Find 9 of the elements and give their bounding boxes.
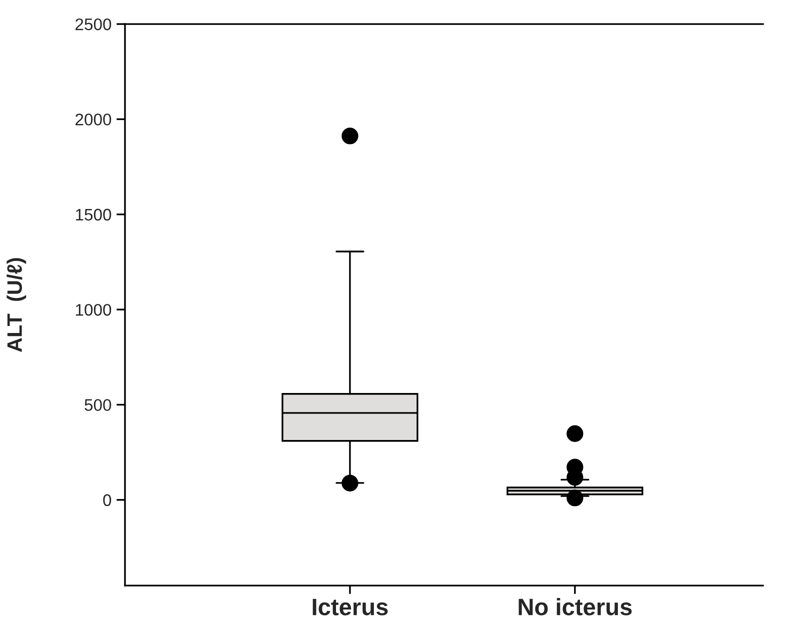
y-tick-label: 1000 (76, 304, 112, 316)
y-tick-label: 1500 (76, 208, 112, 221)
y-tick-label: 500 (84, 399, 112, 411)
x-tick-label: No icterus (518, 598, 632, 616)
y-tick-label: 2500 (76, 18, 112, 30)
y-tick-label: 2000 (76, 114, 112, 126)
x-tick-label: Icterus (312, 598, 388, 616)
y-axis-title: ALT (U/ℓ) (6, 258, 26, 352)
y-tick-label: 0 (103, 494, 112, 506)
